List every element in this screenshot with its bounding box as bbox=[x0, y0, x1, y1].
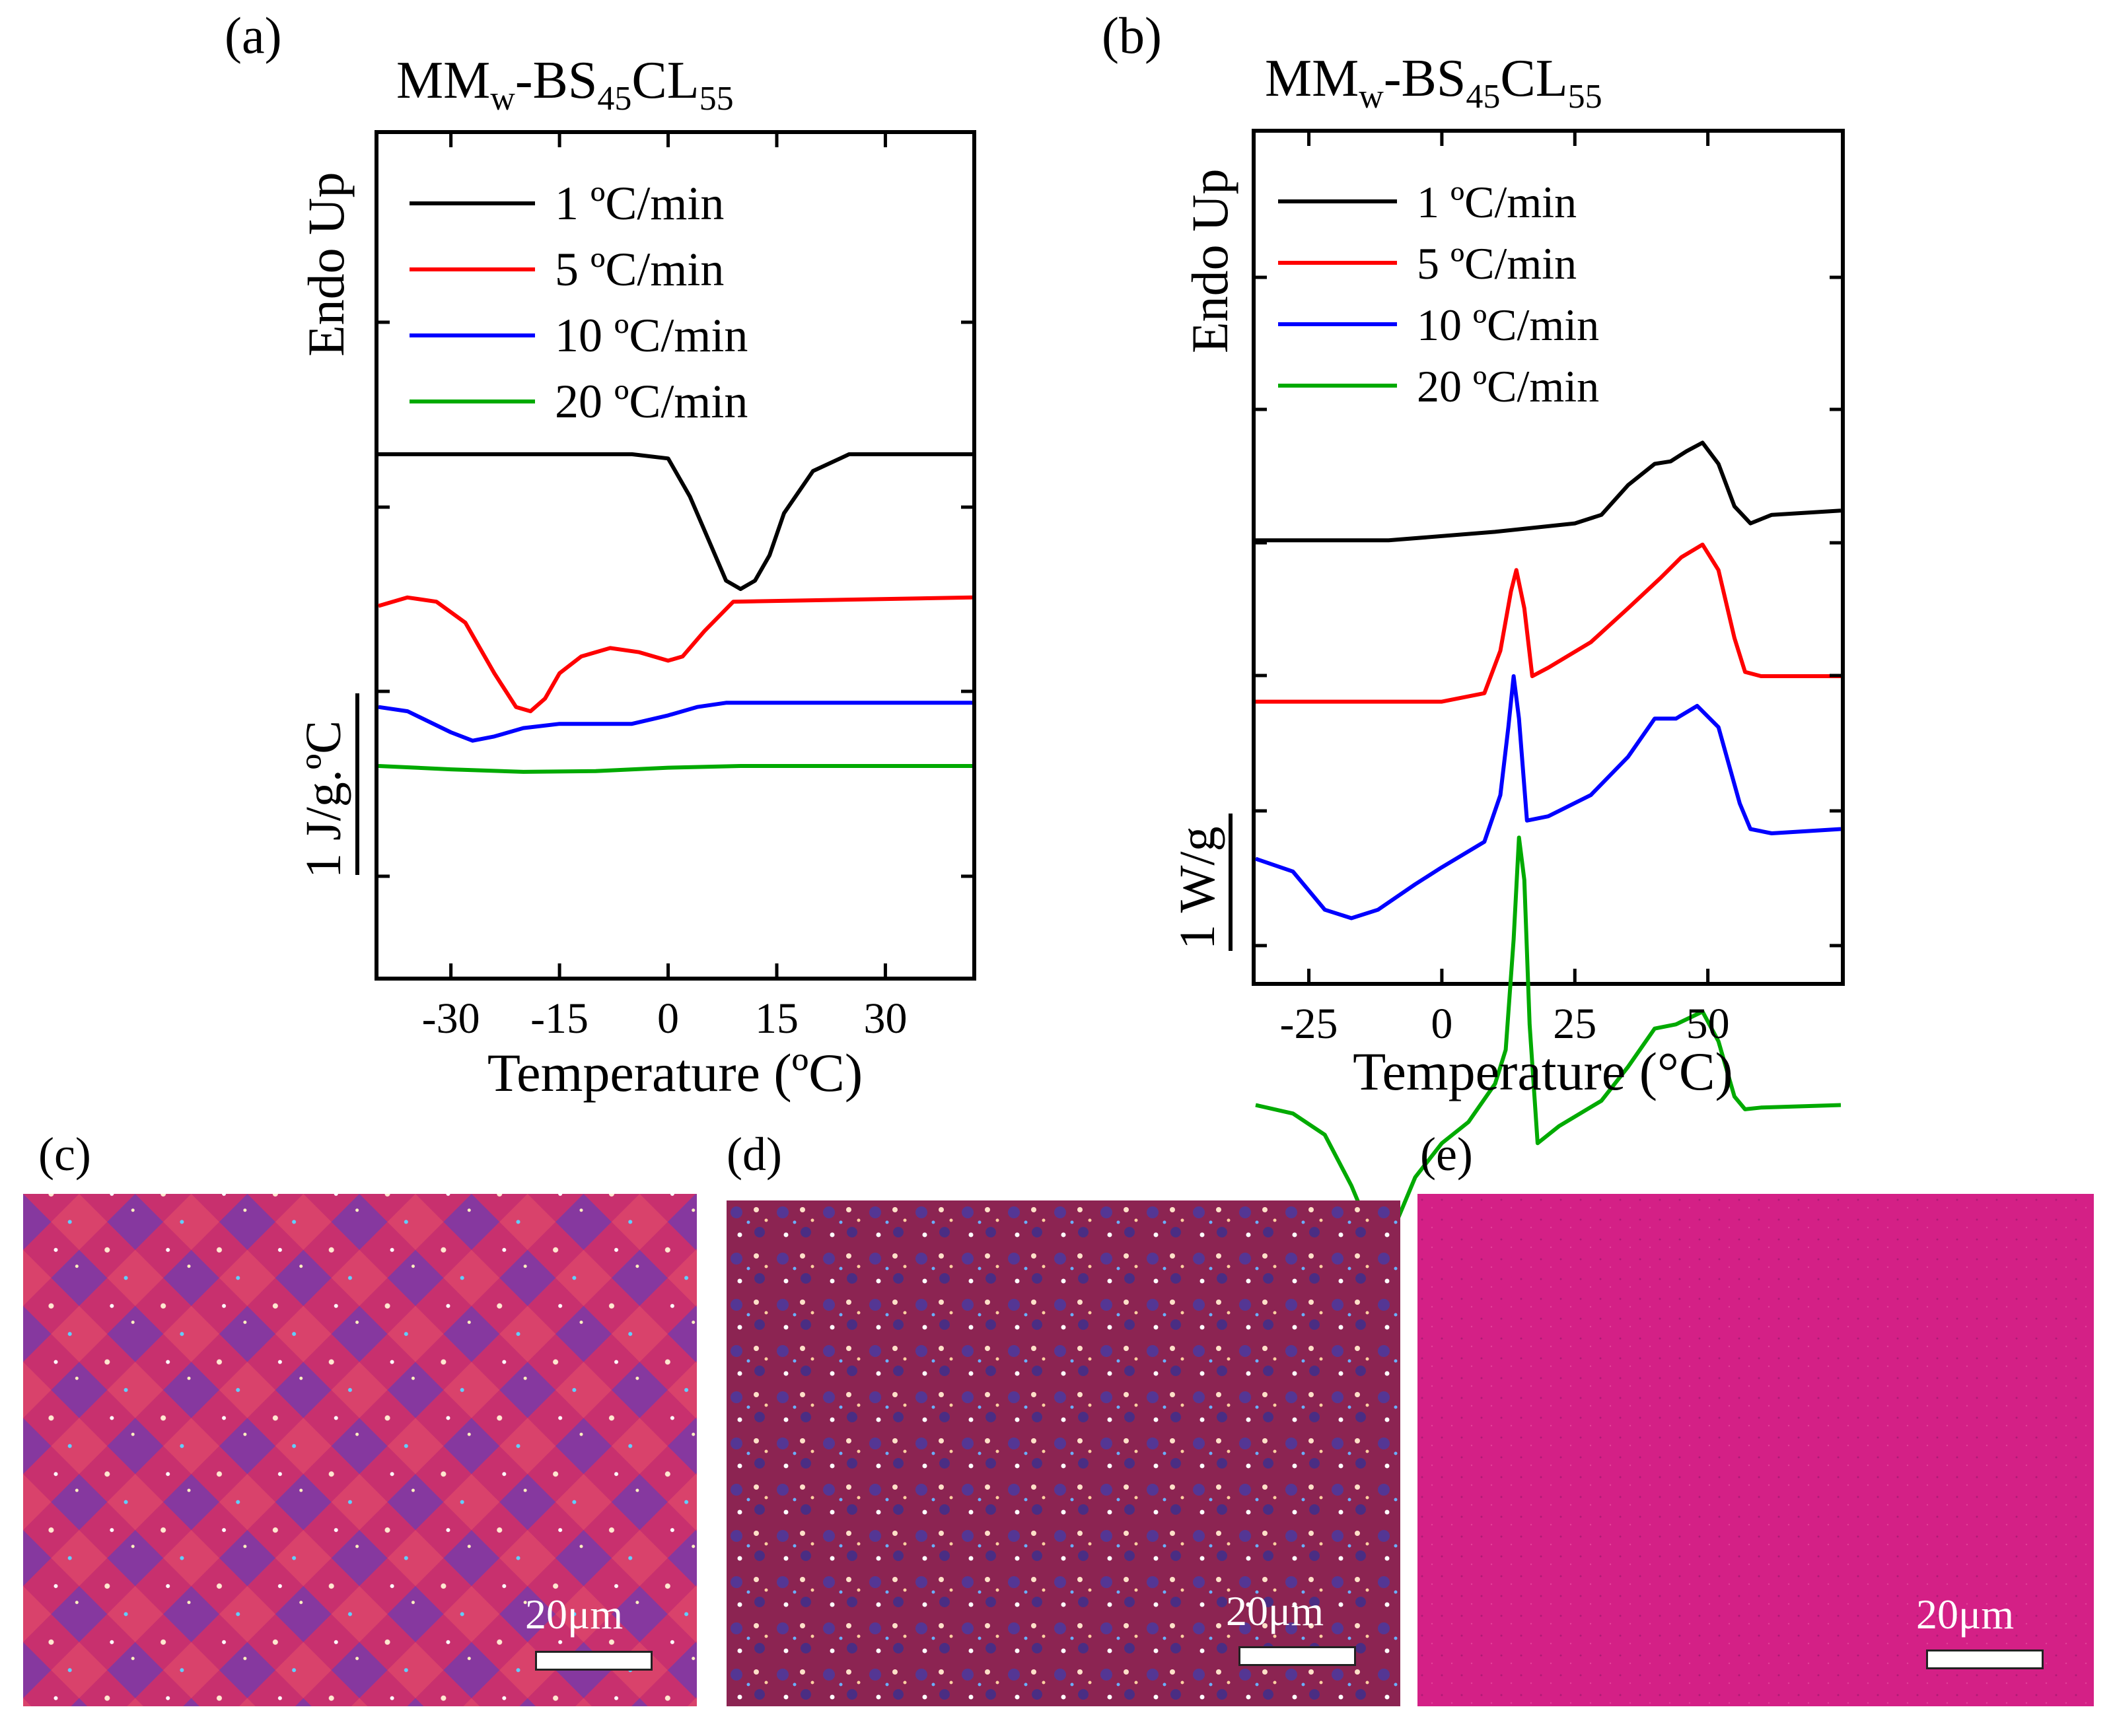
panel-a-series-group bbox=[378, 452, 973, 774]
xtick-label-1: -25 bbox=[1280, 1000, 1338, 1048]
micrograph-c-scale-bar bbox=[535, 1651, 653, 1671]
xtick-label-1: -30 bbox=[422, 994, 480, 1043]
series-line-2 bbox=[1256, 542, 1841, 704]
panel-a-yticks bbox=[376, 320, 974, 878]
series-line-3 bbox=[1255, 674, 1842, 920]
panel-a-xticks: -30 -15 0 15 30 bbox=[422, 134, 907, 1043]
panel-a-title: MMw-BS45CL55 bbox=[396, 52, 734, 118]
legend-label-4: 20 ºC/min bbox=[555, 375, 748, 428]
legend-label-2: 5 ºC/min bbox=[1417, 238, 1577, 289]
legend-label-1: 1 ºC/min bbox=[555, 177, 724, 230]
panel-b-xticks: -25 0 25 50 bbox=[1280, 133, 1730, 1048]
panel-b-ylabel: Endo Up bbox=[1181, 169, 1238, 353]
panel-b: (b) MMw-BS45CL55 -25 0 25 50 Endo Up 1 W/g … bbox=[1102, 7, 1845, 1247]
micrograph-d-scale-label: 20μm bbox=[1226, 1587, 1324, 1634]
panel-a-plot-frame bbox=[375, 130, 976, 981]
legend-label-1: 1 ºC/min bbox=[1417, 177, 1577, 227]
xtick-label-4: 15 bbox=[755, 994, 799, 1043]
micrograph-e: 20μm bbox=[1417, 1194, 2094, 1706]
xtick-label-3: 0 bbox=[657, 994, 679, 1043]
panel-a: (a) MMw-BS45CL55 -30 -15 0 15 30 Endo Up 1 J… bbox=[225, 7, 976, 1103]
panel-b-xlabel: Temperature (°C) bbox=[1353, 1041, 1733, 1101]
micrograph-e-scale-label: 20μm bbox=[1916, 1591, 2015, 1638]
legend-label-4: 20 ºC/min bbox=[1417, 361, 1599, 411]
panel-a-legend: 1 ºC/min 5 ºC/min 10 ºC/min 20 ºC/min bbox=[410, 177, 748, 428]
panel-b-legend: 1 ºC/min 5 ºC/min 10 ºC/min 20 ºC/min bbox=[1278, 177, 1599, 411]
micrograph-c: 20μm bbox=[23, 1194, 697, 1706]
xtick-label-2: 0 bbox=[1431, 1000, 1452, 1048]
legend-label-3: 10 ºC/min bbox=[1417, 300, 1599, 350]
panel-b-series-group bbox=[1255, 440, 1842, 1247]
panel-a-title-main: MM bbox=[396, 52, 490, 110]
panel-a-label: (a) bbox=[225, 7, 282, 64]
micrograph-e-scale-bar bbox=[1926, 1649, 2044, 1669]
micrograph-d-scale-bar bbox=[1238, 1646, 1356, 1666]
legend-label-3: 10 ºC/min bbox=[555, 309, 748, 362]
panel-a-xlabel: Temperature (ºC) bbox=[487, 1043, 863, 1103]
series-line-1 bbox=[378, 452, 972, 591]
panel-b-label: (b) bbox=[1102, 7, 1162, 64]
panel-a-ylabel: Endo Up bbox=[297, 172, 355, 357]
series-line-2 bbox=[378, 595, 973, 714]
micrograph-e-label: (e) bbox=[1420, 1128, 1473, 1181]
panel-b-yticks bbox=[1254, 275, 1843, 948]
panel-b-plot-frame bbox=[1252, 129, 1845, 986]
micrograph-c-label: (c) bbox=[38, 1128, 91, 1181]
xtick-label-3: 25 bbox=[1553, 1000, 1596, 1048]
panel-b-title-main: MM bbox=[1265, 50, 1359, 108]
micrograph-d: 20μm bbox=[727, 1200, 1400, 1706]
series-line-3 bbox=[378, 701, 972, 743]
micrograph-d-label: (d) bbox=[727, 1128, 782, 1181]
series-line-4 bbox=[378, 764, 972, 774]
panel-b-title: MMw-BS45CL55 bbox=[1265, 50, 1602, 116]
legend-label-2: 5 ºC/min bbox=[555, 243, 724, 296]
xtick-label-2: -15 bbox=[530, 994, 589, 1043]
xtick-label-5: 30 bbox=[863, 994, 907, 1043]
micrograph-c-scale-label: 20μm bbox=[525, 1591, 624, 1638]
panel-b-scale-label: 1 W/g bbox=[1170, 827, 1225, 950]
xtick-label-4: 50 bbox=[1686, 1000, 1730, 1048]
series-line-1 bbox=[1256, 440, 1842, 543]
panel-a-scale-label: 1 J/g.ºC bbox=[296, 720, 351, 878]
